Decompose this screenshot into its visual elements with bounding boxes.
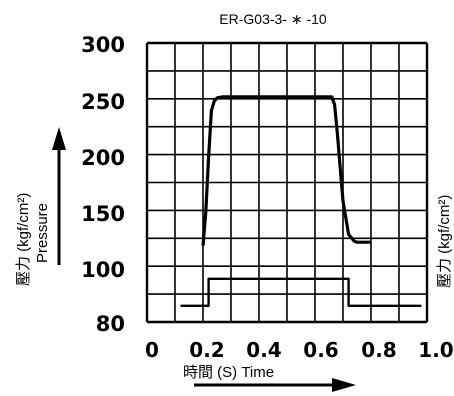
y-axis-label-jp: 壓力 (kgf/cm²) <box>15 193 32 286</box>
x-tick-label: 0 <box>145 338 159 362</box>
pressure-curve-line <box>201 95 371 246</box>
secondary-line <box>180 277 422 307</box>
y-tick-label: 200 <box>81 146 125 170</box>
x-tick-label: 0.2 <box>189 338 224 362</box>
y-tick-label: 150 <box>81 202 125 226</box>
y-tick-labels: 300 250 200 150 100 80 <box>81 33 125 336</box>
right-arrow-icon <box>332 378 356 392</box>
x-tick-label: 1.0 <box>418 338 453 362</box>
up-arrow-icon <box>52 127 66 150</box>
y-tick-label: 100 <box>81 258 125 282</box>
y-tick-label: 80 <box>96 312 125 336</box>
y-axis-label-en: Pressure <box>34 203 51 263</box>
x-axis-label: 時間 (S) Time <box>183 364 274 381</box>
x-tick-label: 0.6 <box>303 338 338 362</box>
chart-title: ER-G03-3- ∗ -10 <box>219 11 327 27</box>
right-axis-label: 壓力 (kgf/cm²) <box>436 195 453 288</box>
y-tick-label: 250 <box>81 90 125 114</box>
grid <box>145 41 429 324</box>
x-tick-label: 0.8 <box>361 338 396 362</box>
x-tick-label: 0.4 <box>246 338 281 362</box>
y-tick-label: 300 <box>81 33 125 57</box>
series-lines <box>180 95 422 307</box>
x-tick-labels: 0 0.2 0.4 0.6 0.8 1.0 <box>145 338 454 362</box>
